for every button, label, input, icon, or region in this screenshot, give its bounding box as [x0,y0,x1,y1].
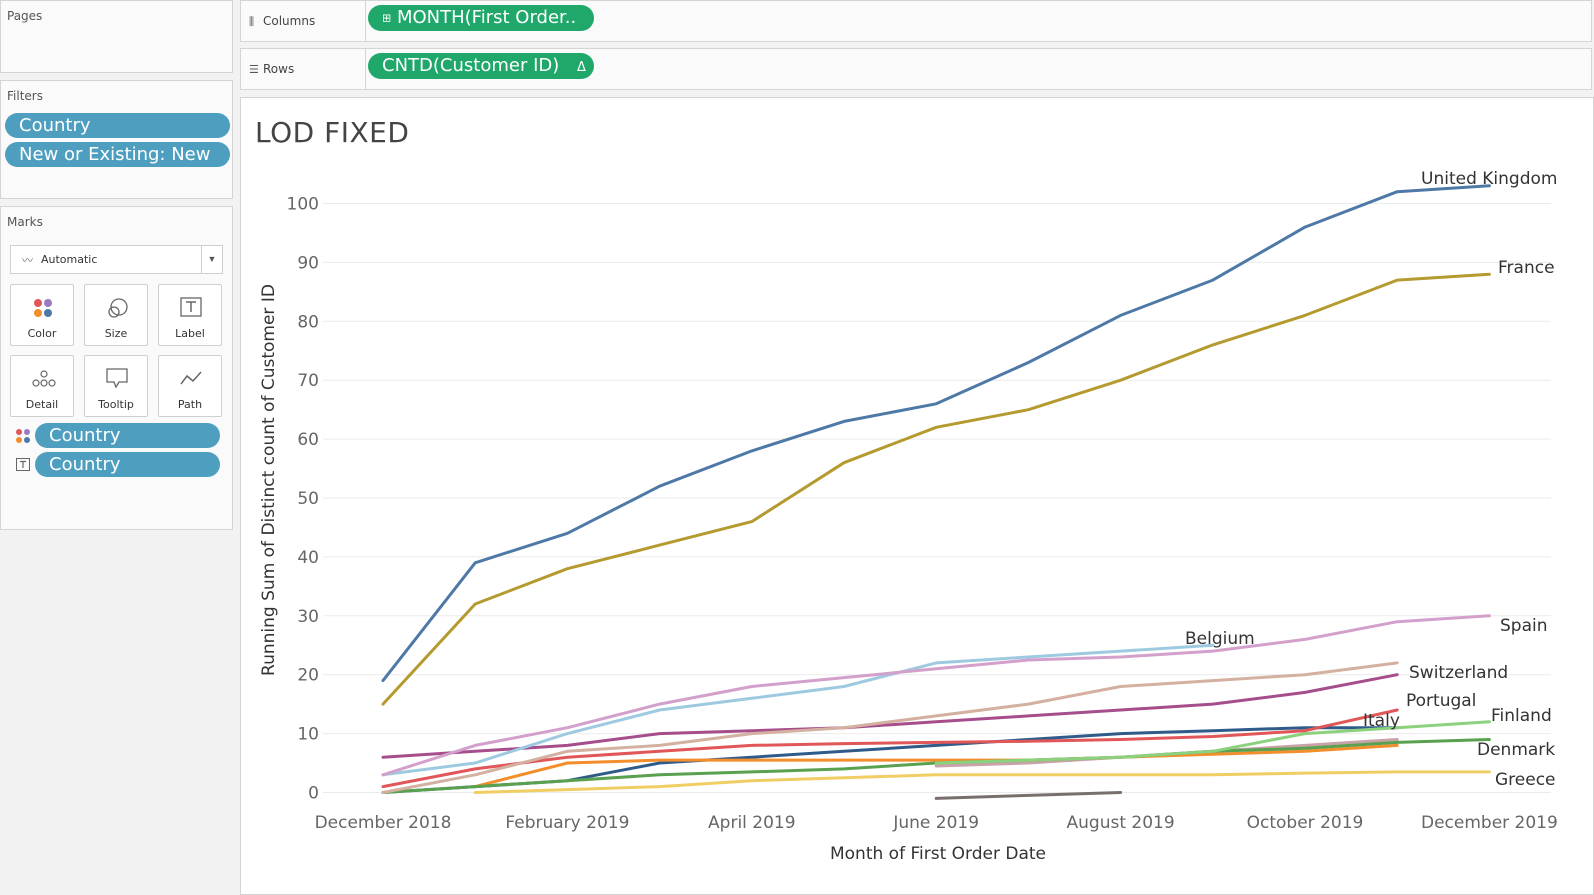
x-tick-label: December 2019 [1421,813,1558,833]
series-label-finland: Finland [1491,706,1552,726]
y-tick-label: 70 [297,371,319,391]
columns-label-text: Columns [263,14,316,28]
line-chart: 0 10 20 30 40 50 60 70 80 90 100 December 2018 Febr… [259,169,1558,864]
series-line-finland [934,720,1491,765]
columns-pill-label: MONTH(First Order.. [396,7,577,28]
y-tick-label: 90 [297,253,319,273]
x-tick-label: February 2019 [505,813,629,833]
marks-panel-title: Marks [7,215,43,229]
y-tick-label: 50 [297,489,319,509]
shelf-divider [365,49,366,89]
columns-icon: ⫼ [249,15,255,28]
label-encoding-icon [16,458,30,471]
marks-panel: Marks 〰 Automatic ▼ Color Size Label [0,206,233,530]
size-button[interactable]: Size [84,284,148,346]
series-line-france [381,272,1491,706]
pages-panel-title: Pages [7,9,43,23]
rows-icon: ☰ [249,63,259,76]
text-label-icon [180,297,202,317]
x-tick-label: October 2019 [1247,813,1364,833]
series-label-italy: Italy [1363,711,1400,731]
x-tick-label: June 2019 [892,813,979,833]
series-label-portugal: Portugal [1406,691,1476,711]
series-label-france: France [1498,258,1555,278]
path-button[interactable]: Path [158,355,222,417]
detail-icon [32,370,56,387]
tooltip-button[interactable]: Tooltip [84,355,148,417]
path-button-label: Path [177,398,203,411]
color-icon [34,299,52,317]
columns-shelf: ⫼ Columns ⊞ MONTH(First Order.. [240,0,1592,42]
series-label-belgium: Belgium [1185,629,1255,649]
x-tick-label: August 2019 [1067,813,1175,833]
expand-icon: ⊞ [382,11,392,25]
label-button[interactable]: Label [158,284,222,346]
rows-label-text: Rows [263,62,295,76]
table-calc-delta-icon: Δ [577,60,586,75]
line-mark-icon: 〰 [22,255,33,267]
filters-panel: Filters Country New or Existing: New [0,80,233,199]
color-encoding-icon [16,429,30,443]
series-line-united-kingdom [381,184,1491,683]
size-icon [108,298,128,318]
chart-title: LOD FIXED [255,116,410,149]
filter-pill-country[interactable]: Country [5,113,230,138]
y-tick-label: 10 [297,725,319,745]
columns-shelf-label: ⫼ Columns [249,14,315,29]
label-button-label: Label [175,327,205,340]
series-line-unlabeled [473,743,1399,789]
mark-type-dropdown[interactable]: 〰 Automatic ▼ [10,245,223,274]
series-line-spain [381,614,1491,777]
color-button-label: Color [27,327,57,340]
filters-panel-title: Filters [7,89,43,103]
y-tick-label: 30 [297,607,319,627]
label-pill-country[interactable]: Country [35,452,220,477]
path-icon [180,371,202,385]
filter-pill-new-or-existing[interactable]: New or Existing: New [5,142,230,167]
tooltip-icon [106,368,128,389]
tooltip-button-label: Tooltip [98,398,134,411]
series-label-switzerland: Switzerland [1409,663,1508,683]
series-label-greece: Greece [1495,770,1556,790]
series-label-denmark: Denmark [1477,740,1555,760]
color-button[interactable]: Color [10,284,74,346]
rows-shelf-label: ☰ Rows [249,62,294,76]
pages-panel: Pages [0,0,233,73]
y-tick-label: 0 [308,784,319,804]
detail-button[interactable]: Detail [10,355,74,417]
series-line-greece [473,770,1491,794]
series-line-unlabeled [934,791,1123,800]
y-tick-label: 60 [297,430,319,450]
chart-view: LOD FIXED 0 10 20 30 40 50 60 70 80 90 100 Decembe… [240,97,1594,895]
rows-pill-label: CNTD(Customer ID) [382,55,560,76]
columns-pill-month[interactable]: ⊞ MONTH(First Order.. [368,5,594,31]
detail-button-label: Detail [25,398,59,411]
y-tick-label: 80 [297,312,319,332]
rows-shelf: ☰ Rows CNTD(Customer ID) Δ [240,48,1592,90]
y-tick-label: 20 [297,666,319,686]
series-line-italy [381,708,1399,789]
color-pill-country[interactable]: Country [35,423,220,448]
series-label-united-kingdom: United Kingdom [1421,169,1557,189]
mark-type-value: Automatic [41,253,98,266]
chevron-down-icon[interactable]: ▼ [201,246,222,273]
x-tick-label: April 2019 [708,813,796,833]
y-tick-label: 100 [287,195,319,215]
size-button-label: Size [104,327,128,340]
rows-pill-cntd[interactable]: CNTD(Customer ID) Δ [368,53,594,79]
series-line-switzerland [381,661,1399,794]
series-line-portugal [381,673,1399,759]
x-tick-label: December 2018 [315,813,452,833]
y-axis-title: Running Sum of Distinct count of Custome… [259,284,279,676]
shelf-divider [365,1,366,41]
y-tick-label: 40 [297,548,319,568]
x-axis-title: Month of First Order Date [830,844,1046,864]
series-line-belgium [381,643,1215,777]
series-label-spain: Spain [1500,616,1548,636]
